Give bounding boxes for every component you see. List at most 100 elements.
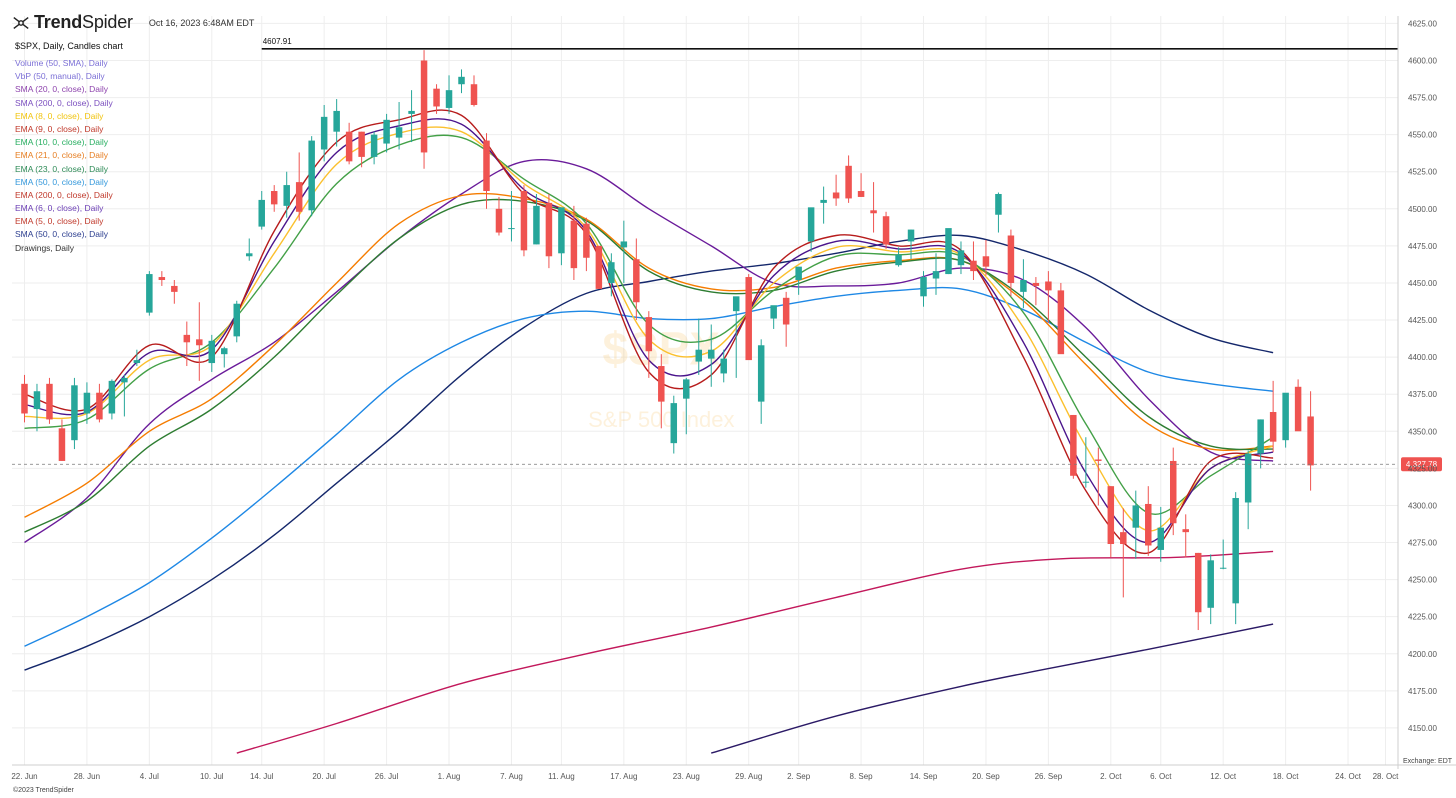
x-tick-label: 22. Jun bbox=[11, 772, 37, 781]
candle bbox=[508, 191, 515, 242]
x-tick-label: 20. Jul bbox=[312, 772, 336, 781]
candle bbox=[108, 379, 116, 420]
candle bbox=[920, 271, 927, 307]
candle-body bbox=[807, 207, 815, 242]
x-tick-label: 26. Sep bbox=[1035, 772, 1063, 781]
candle-body bbox=[1045, 281, 1052, 291]
candle bbox=[1107, 486, 1115, 558]
indicator-item[interactable]: Drawings, Daily bbox=[15, 242, 75, 253]
indicator-item[interactable]: EMA (8, 0, close), Daily bbox=[15, 110, 104, 121]
candle bbox=[445, 75, 453, 114]
x-tick-label: 2. Sep bbox=[787, 772, 811, 781]
candle-body bbox=[570, 220, 578, 269]
candle-body bbox=[96, 392, 103, 420]
candle-body bbox=[820, 199, 827, 203]
indicator-item[interactable]: SMA (20, 0, close), Daily bbox=[15, 84, 109, 95]
y-tick-label: 4500.00 bbox=[1408, 205, 1437, 214]
x-tick-label: 4. Jul bbox=[140, 772, 159, 781]
last-price-label: 4,327.78 bbox=[1406, 460, 1438, 469]
indicator-item[interactable]: SMA (200, 0, close), Daily bbox=[15, 97, 113, 108]
candle bbox=[333, 99, 340, 147]
candle bbox=[370, 131, 378, 165]
candle bbox=[1032, 277, 1040, 306]
candle bbox=[21, 374, 28, 423]
x-tick-label: 26. Jul bbox=[375, 772, 399, 781]
candle bbox=[982, 239, 990, 276]
indicator-item[interactable]: EMA (9, 0, close), Daily bbox=[15, 123, 104, 134]
indicator-item[interactable]: EMA (23, 0, close), Daily bbox=[15, 163, 109, 174]
candle bbox=[1232, 492, 1239, 625]
x-tick-label: 18. Oct bbox=[1273, 772, 1300, 781]
candle-body bbox=[83, 392, 91, 414]
moving-average-line bbox=[24, 234, 1274, 671]
candle-body bbox=[520, 191, 528, 251]
candle bbox=[221, 346, 228, 368]
candle bbox=[1145, 486, 1152, 556]
y-tick-label: 4575.00 bbox=[1408, 94, 1437, 103]
candle bbox=[1157, 506, 1165, 562]
candle-body bbox=[1257, 419, 1264, 454]
candle bbox=[658, 354, 665, 429]
indicator-item[interactable]: EMA (50, 0, close), Daily bbox=[15, 176, 109, 187]
candle bbox=[670, 395, 678, 454]
y-tick-label: 4525.00 bbox=[1408, 168, 1437, 177]
candle-body bbox=[133, 360, 141, 364]
candle bbox=[870, 182, 877, 233]
candle bbox=[1082, 437, 1090, 488]
y-tick-label: 4300.00 bbox=[1408, 501, 1437, 510]
candle bbox=[483, 133, 490, 209]
candle bbox=[1057, 282, 1065, 355]
x-tick-label: 29. Aug bbox=[735, 772, 762, 781]
indicator-item[interactable]: EMA (6, 0, close), Daily bbox=[15, 203, 104, 214]
y-tick-label: 4600.00 bbox=[1408, 56, 1437, 65]
axes: 4150.00 4175.00 4200.00 4225.00 4250.00 4275.… bbox=[11, 16, 1456, 781]
y-tick-label: 4350.00 bbox=[1408, 427, 1437, 436]
candle bbox=[146, 271, 153, 316]
copyright: ©2023 TrendSpider bbox=[13, 787, 74, 794]
indicator-item[interactable]: SMA (50, 0, close), Daily bbox=[15, 229, 109, 240]
candle-body bbox=[907, 229, 915, 242]
candle-body bbox=[508, 228, 515, 230]
x-tick-label: 24. Oct bbox=[1335, 772, 1362, 781]
candle-body bbox=[895, 254, 902, 266]
y-tick-label: 4150.00 bbox=[1408, 724, 1437, 733]
candle bbox=[807, 207, 815, 252]
x-tick-label: 12. Oct bbox=[1210, 772, 1237, 781]
candle-body bbox=[146, 274, 153, 313]
indicator-item[interactable]: EMA (5, 0, close), Daily bbox=[15, 216, 104, 227]
candle-body bbox=[645, 317, 653, 352]
candle bbox=[345, 122, 353, 165]
x-tick-label: 20. Sep bbox=[972, 772, 1000, 781]
candle-body bbox=[595, 245, 603, 289]
candle-body bbox=[1057, 290, 1065, 355]
candle bbox=[545, 193, 553, 269]
indicator-item[interactable]: Volume (50, SMA), Daily bbox=[15, 58, 108, 68]
candle-body bbox=[1070, 414, 1077, 476]
candle bbox=[171, 280, 178, 304]
candle-body bbox=[845, 165, 852, 199]
candle-body bbox=[1307, 416, 1314, 466]
indicator-item[interactable]: VbP (50, manual), Daily bbox=[15, 71, 105, 82]
candle-body bbox=[1232, 498, 1239, 604]
x-tick-label: 6. Oct bbox=[1150, 772, 1172, 781]
candle-body bbox=[1132, 505, 1140, 528]
indicator-item[interactable]: EMA (10, 0, close), Daily bbox=[15, 137, 109, 148]
candle-body bbox=[670, 403, 678, 444]
trendspider-logo-icon bbox=[13, 16, 29, 29]
indicator-item[interactable]: EMA (21, 0, close), Daily bbox=[15, 150, 109, 161]
candle-body bbox=[1244, 453, 1252, 503]
indicator-item[interactable]: EMA (200, 0, close), Daily bbox=[15, 189, 113, 200]
candle bbox=[245, 238, 253, 261]
candle-body bbox=[1269, 412, 1277, 442]
candle-body bbox=[333, 110, 340, 132]
candle-body bbox=[495, 208, 503, 233]
drawings: 4607.91 4,327.78 bbox=[12, 37, 1442, 472]
candle bbox=[770, 305, 777, 329]
candle bbox=[520, 185, 528, 257]
candle-body bbox=[1082, 481, 1090, 483]
candle bbox=[183, 321, 191, 367]
candle bbox=[158, 271, 166, 286]
candle bbox=[1219, 539, 1227, 570]
x-tick-label: 8. Sep bbox=[850, 772, 874, 781]
